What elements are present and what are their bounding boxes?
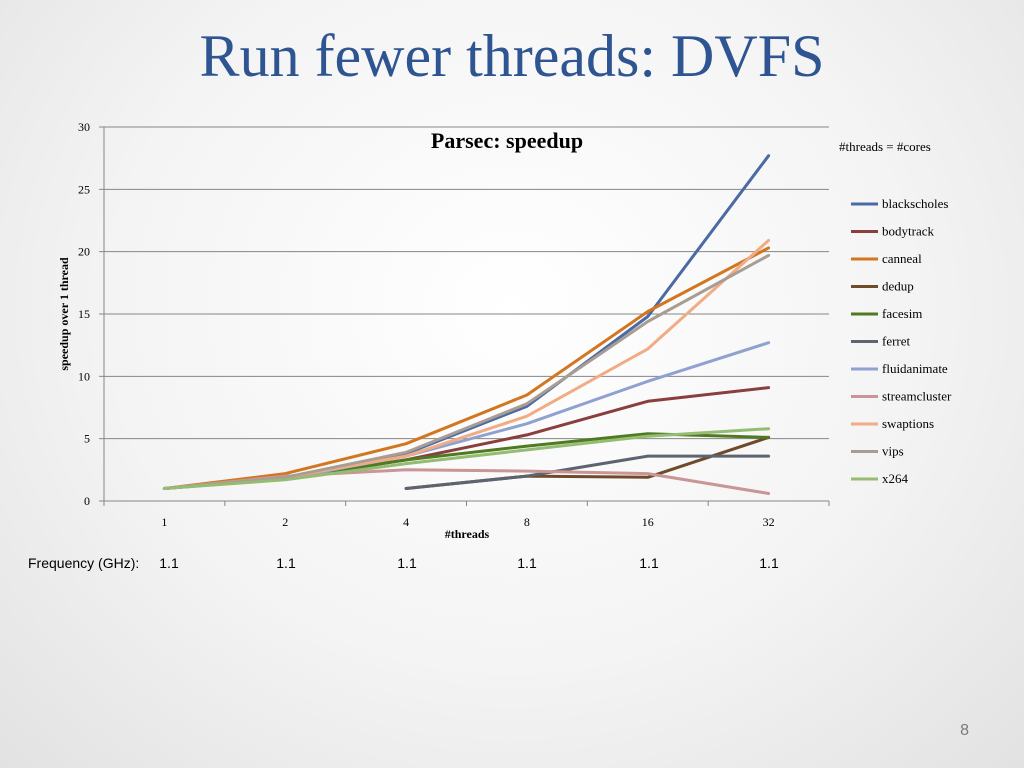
frequency-row: Frequency (GHz): 1.1 1.1 1.1 1.1 1.1 1.1	[0, 555, 1024, 575]
x-tick-label: 16	[642, 515, 654, 529]
series-line-canneal	[162, 246, 771, 490]
legend-label: dedup	[882, 279, 914, 294]
frequency-value: 1.1	[639, 555, 659, 571]
series-line-x264	[162, 427, 771, 490]
legend-label: swaptions	[882, 416, 934, 431]
y-tick-label: 20	[78, 245, 90, 259]
frequency-value: 1.1	[759, 555, 779, 571]
slide-title: Run fewer threads: DVFS	[199, 23, 825, 89]
x-tick-label: 4	[403, 515, 409, 529]
x-tick-label: 8	[524, 515, 530, 529]
chart-title: Parsec: speedup	[431, 128, 583, 153]
x-tick-label: 1	[161, 515, 167, 529]
frequency-label: Frequency (GHz):	[28, 555, 140, 571]
legend-label: bodytrack	[882, 224, 934, 239]
legend-label: streamcluster	[882, 389, 952, 404]
x-tick-label: 32	[763, 515, 775, 529]
page-number: 8	[960, 722, 969, 739]
y-tick-label: 30	[78, 120, 90, 134]
y-tick-label: 0	[84, 494, 90, 508]
frequency-value: 1.1	[517, 555, 537, 571]
series-line-dedup	[404, 435, 771, 490]
y-axis-label: speedup over 1 thread	[57, 257, 71, 371]
legend-label: canneal	[882, 251, 922, 266]
legend-title: #threads = #cores	[839, 139, 931, 154]
legend-label: vips	[882, 444, 904, 459]
series-line-ferret	[404, 454, 771, 490]
legend-label: blackscholes	[882, 196, 948, 211]
y-tick-label: 15	[78, 307, 90, 321]
series-line-vips	[162, 253, 771, 490]
legend-label: ferret	[882, 334, 911, 349]
x-tick-label: 2	[282, 515, 288, 529]
frequency-value: 1.1	[159, 555, 179, 571]
legend-label: x264	[882, 471, 909, 486]
series-line-bodytrack	[162, 386, 771, 490]
y-tick-label: 25	[78, 182, 90, 196]
frequency-value: 1.1	[276, 555, 296, 571]
y-tick-label: 10	[78, 369, 90, 383]
x-axis-label: #threads	[445, 527, 490, 541]
legend-label: facesim	[882, 306, 922, 321]
y-tick-label: 5	[84, 432, 90, 446]
frequency-value: 1.1	[397, 555, 417, 571]
legend-label: fluidanimate	[882, 361, 948, 376]
